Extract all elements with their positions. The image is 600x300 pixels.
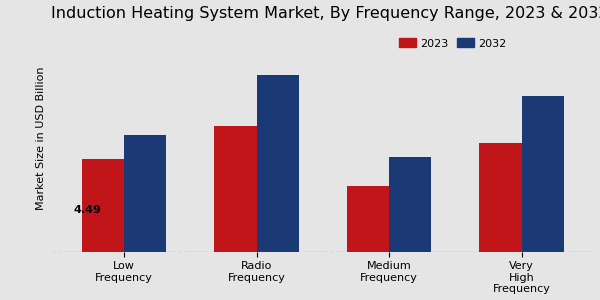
Bar	[479, 143, 521, 251]
Text: Induction Heating System Market, By Frequency Range, 2023 & 2032: Induction Heating System Market, By Freq…	[51, 6, 600, 21]
Bar	[347, 186, 389, 251]
Bar	[521, 96, 564, 251]
Bar	[214, 126, 257, 251]
Y-axis label: Market Size in USD Billion: Market Size in USD Billion	[35, 67, 46, 211]
Bar	[124, 135, 166, 251]
Bar	[389, 157, 431, 251]
Bar	[257, 75, 299, 251]
Bar	[82, 159, 124, 251]
Legend: 2023, 2032: 2023, 2032	[399, 38, 506, 49]
Text: 4.49: 4.49	[74, 205, 101, 215]
